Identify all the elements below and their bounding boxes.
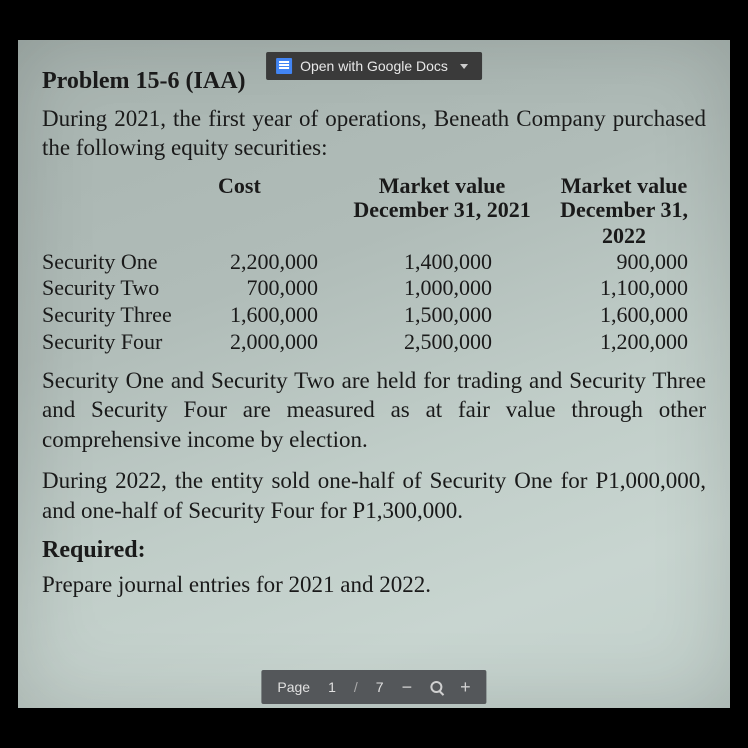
security-name: Security Three <box>42 302 212 329</box>
mv2-value: 1,200,000 <box>542 329 706 356</box>
zoom-in-button[interactable]: + <box>460 678 471 696</box>
open-with-label: Open with Google Docs <box>300 58 448 74</box>
page-label: Page <box>277 679 310 695</box>
document-page: Problem 15-6 (IAA) During 2021, the firs… <box>18 40 730 708</box>
required-label: Required: <box>42 537 706 564</box>
mv1-value: 1,500,000 <box>342 302 542 329</box>
intro-text: During 2021, the first year of operation… <box>42 105 706 163</box>
mv2-value: 1,600,000 <box>542 302 706 329</box>
paragraph-2: During 2022, the entity sold one-half of… <box>42 466 706 525</box>
mv1-value: 2,500,000 <box>342 329 542 356</box>
cost-value: 2,000,000 <box>212 329 342 356</box>
paragraph-1: Security One and Security Two are held f… <box>42 366 706 454</box>
table-subheader-row: December 31, 2021 December 31, 2022 <box>42 197 706 249</box>
col-cost: Cost <box>212 173 342 199</box>
mv1-value: 1,400,000 <box>342 249 542 276</box>
security-name: Security One <box>42 249 212 276</box>
col-date2: December 31, 2022 <box>542 197 706 249</box>
page-toolbar: Page 1 / 7 − + <box>261 670 486 704</box>
cost-value: 700,000 <box>212 275 342 302</box>
required-text: Prepare journal entries for 2021 and 202… <box>42 570 706 599</box>
zoom-out-button[interactable]: − <box>402 678 413 696</box>
table-row: Security Two 700,000 1,000,000 1,100,000 <box>42 275 706 302</box>
open-with-dropdown[interactable]: Open with Google Docs <box>266 52 482 80</box>
security-name: Security Four <box>42 329 212 356</box>
table-header-row: Cost Market value Market value <box>42 173 706 199</box>
page-total: 7 <box>376 679 384 695</box>
google-docs-icon <box>276 58 292 74</box>
mv2-value: 900,000 <box>542 249 706 276</box>
page-current: 1 <box>328 679 336 695</box>
table-row: Security Three 1,600,000 1,500,000 1,600… <box>42 302 706 329</box>
table-row: Security Four 2,000,000 2,500,000 1,200,… <box>42 329 706 356</box>
security-name: Security Two <box>42 275 212 302</box>
page-sep: / <box>354 679 358 695</box>
cost-value: 2,200,000 <box>212 249 342 276</box>
col-date1: December 31, 2021 <box>342 197 542 249</box>
chevron-down-icon <box>460 64 468 69</box>
securities-table: Cost Market value Market value December … <box>42 173 706 356</box>
zoom-reset-icon[interactable] <box>430 681 442 693</box>
col-mv1: Market value <box>342 173 542 199</box>
cost-value: 1,600,000 <box>212 302 342 329</box>
mv2-value: 1,100,000 <box>542 275 706 302</box>
col-mv2: Market value <box>542 173 706 199</box>
mv1-value: 1,000,000 <box>342 275 542 302</box>
table-row: Security One 2,200,000 1,400,000 900,000 <box>42 249 706 276</box>
